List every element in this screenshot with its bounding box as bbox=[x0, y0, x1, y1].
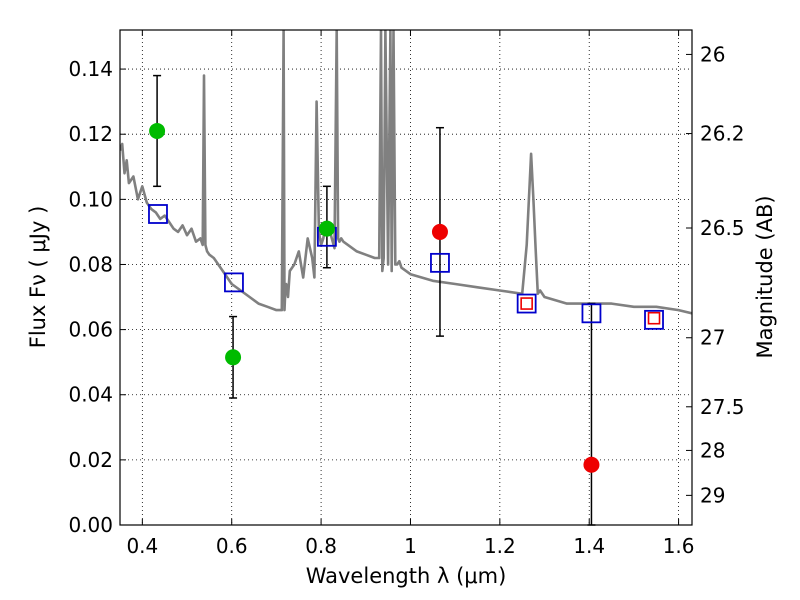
right-tick-label: 29 bbox=[700, 483, 725, 507]
green-data-point bbox=[318, 220, 335, 237]
y-tick-label: 0.02 bbox=[68, 448, 113, 472]
model-square-marker bbox=[581, 303, 602, 324]
y-tick-label: 0.14 bbox=[68, 57, 113, 81]
x-tick-label: 0.6 bbox=[216, 534, 248, 558]
model-square-marker bbox=[224, 272, 244, 293]
y-tick-label: 0.08 bbox=[68, 252, 113, 276]
plot-frame bbox=[119, 29, 693, 526]
x-tick-label: 1 bbox=[404, 534, 417, 558]
model-square-marker bbox=[644, 309, 664, 330]
x-tick-label: 0.8 bbox=[305, 534, 337, 558]
model-square-marker bbox=[148, 204, 168, 224]
y-tick-label: 0.12 bbox=[68, 122, 113, 146]
right-tick-label: 27.5 bbox=[700, 395, 745, 419]
grid bbox=[120, 30, 692, 526]
red-square-marker bbox=[520, 297, 533, 310]
green-data-point bbox=[149, 122, 166, 139]
red-square-marker bbox=[647, 311, 661, 325]
x-tick-label: 1.2 bbox=[484, 534, 516, 558]
axis-ticks: 0.4 0.6 0.8 1 1.2 1.4 1.6 0.00 0.02 0.04 0.06 0.08 0… bbox=[68, 30, 745, 558]
red-data-point bbox=[583, 456, 600, 473]
right-tick-label: 28 bbox=[700, 438, 725, 462]
right-tick-label: 26.2 bbox=[700, 122, 745, 146]
x-tick-label: 1.6 bbox=[663, 534, 695, 558]
model-square-marker bbox=[430, 252, 450, 273]
y-tick-label: 0.04 bbox=[68, 383, 113, 407]
y-tick-label: 0.10 bbox=[68, 187, 113, 211]
right-tick-label: 26 bbox=[700, 42, 725, 66]
x-axis-label: Wavelength λ (μm) bbox=[306, 564, 507, 588]
right-tick-label: 27 bbox=[700, 326, 725, 350]
x-tick-label: 1.4 bbox=[573, 534, 605, 558]
y-tick-label: 0.00 bbox=[68, 513, 113, 537]
y-axis-label: Flux Fν ( μJy ) bbox=[26, 206, 50, 349]
right-tick-label: 26.5 bbox=[700, 216, 745, 240]
x-tick-label: 0.4 bbox=[126, 534, 158, 558]
model-spectrum-line bbox=[120, 30, 692, 315]
y-tick-label: 0.06 bbox=[68, 318, 113, 342]
model-square-marker bbox=[516, 293, 537, 314]
y-axis-label-right: Magnitude (AB) bbox=[753, 195, 777, 358]
green-data-point bbox=[225, 349, 242, 366]
red-data-point bbox=[431, 223, 448, 240]
plot-area bbox=[120, 30, 692, 526]
axes-frame bbox=[119, 29, 693, 526]
